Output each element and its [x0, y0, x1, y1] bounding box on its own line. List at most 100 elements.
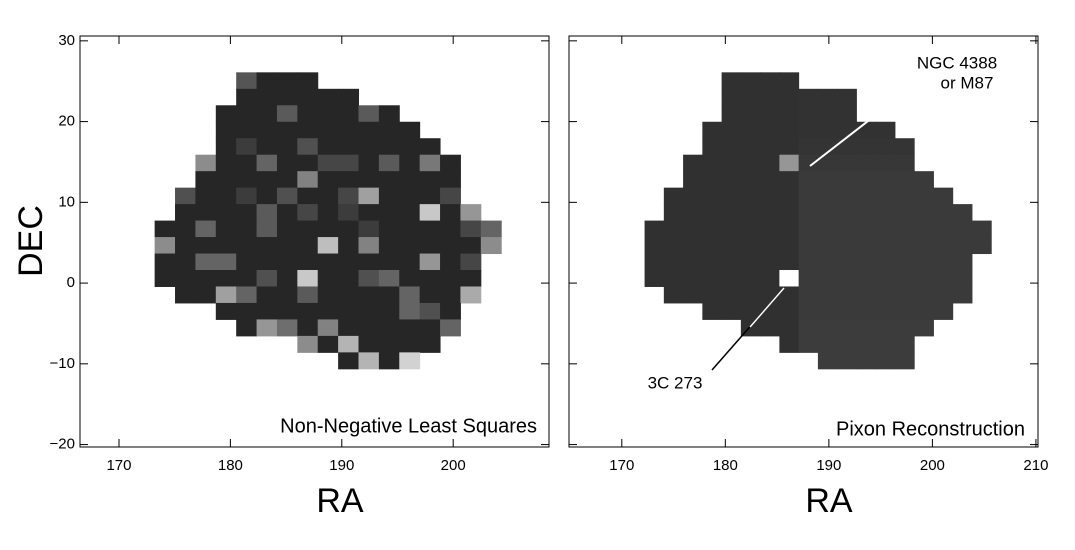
pixel — [378, 171, 400, 189]
pixel — [740, 286, 761, 304]
pixel — [702, 154, 723, 172]
pixel — [894, 319, 915, 337]
pixel — [817, 302, 838, 320]
pixel — [256, 154, 278, 172]
pixel — [817, 352, 838, 370]
pixel — [894, 352, 915, 370]
pixel — [702, 286, 723, 304]
pixel — [683, 286, 703, 304]
pixel — [837, 88, 857, 106]
pixel — [358, 253, 380, 271]
pixel — [702, 138, 723, 156]
pixel — [317, 105, 339, 123]
pixel — [419, 154, 441, 172]
annotation-line — [809, 103, 891, 167]
pixel — [317, 171, 339, 189]
pixel — [817, 253, 838, 271]
pixel — [276, 72, 298, 90]
pixel — [721, 302, 742, 320]
pixel — [837, 154, 857, 172]
pixel — [378, 319, 400, 337]
pixel — [760, 121, 780, 139]
pixel — [378, 335, 400, 353]
pixel — [419, 302, 441, 320]
pixel — [894, 154, 915, 172]
pixel — [779, 72, 800, 90]
pixel — [856, 352, 877, 370]
pixel — [297, 220, 319, 238]
pixel — [779, 187, 800, 205]
pixel — [297, 88, 319, 106]
pixel — [856, 187, 877, 205]
pixel — [399, 154, 421, 172]
pixel — [297, 270, 319, 287]
pixel — [419, 286, 441, 304]
pixel — [297, 171, 319, 189]
pixel — [837, 335, 857, 353]
pixel — [779, 88, 800, 106]
pixel — [358, 220, 380, 238]
pixel — [378, 286, 400, 304]
x-tick-label: 200 — [920, 457, 945, 474]
pixel — [856, 319, 877, 337]
pixel — [399, 302, 421, 320]
pixel — [817, 187, 838, 205]
annotation: or M87 — [941, 73, 994, 92]
pixel — [837, 302, 857, 320]
pixel — [399, 335, 421, 353]
pixel — [317, 88, 339, 106]
pixel — [236, 253, 258, 271]
pixel — [419, 204, 441, 222]
pixel — [779, 121, 800, 139]
pixel — [779, 270, 800, 287]
pixel — [236, 302, 258, 320]
pixel — [338, 171, 360, 189]
pixel — [798, 204, 819, 222]
pixel — [875, 171, 896, 189]
pixel — [856, 270, 877, 287]
pixel — [399, 352, 421, 370]
pixel — [195, 253, 217, 271]
pixel — [358, 204, 380, 222]
pixel — [419, 187, 441, 205]
pixel — [721, 88, 742, 106]
pixel — [236, 138, 258, 156]
pixel — [419, 270, 441, 287]
pixel — [817, 154, 838, 172]
pixel — [721, 286, 742, 304]
pixel — [817, 138, 838, 156]
pixel — [236, 237, 258, 255]
pixel — [378, 138, 400, 156]
y-tick-label: 20 — [58, 113, 75, 130]
pixel — [460, 286, 482, 304]
pixel — [933, 204, 954, 222]
pixel — [952, 286, 973, 304]
pixel — [740, 105, 761, 123]
pixel — [256, 187, 278, 205]
pixel — [338, 220, 360, 238]
pixel — [779, 319, 800, 337]
pixel — [837, 138, 857, 156]
pixel — [195, 154, 217, 172]
pixel — [358, 302, 380, 320]
pixel — [358, 187, 380, 205]
pixel — [740, 154, 761, 172]
pixel — [894, 204, 915, 222]
pixel — [817, 204, 838, 222]
pixel — [440, 302, 461, 320]
pixel — [933, 187, 954, 205]
pixel — [663, 237, 684, 255]
pixel — [740, 171, 761, 189]
pixel — [236, 121, 258, 139]
pixel — [914, 253, 934, 271]
pixel — [358, 270, 380, 287]
pixel — [215, 121, 237, 139]
pixel — [683, 187, 703, 205]
pixel — [338, 352, 360, 370]
pixel — [215, 270, 237, 287]
pixel — [740, 220, 761, 238]
pixel — [683, 270, 703, 287]
pixel — [175, 220, 196, 238]
plot-frame — [79, 35, 550, 448]
pixel — [297, 335, 319, 353]
